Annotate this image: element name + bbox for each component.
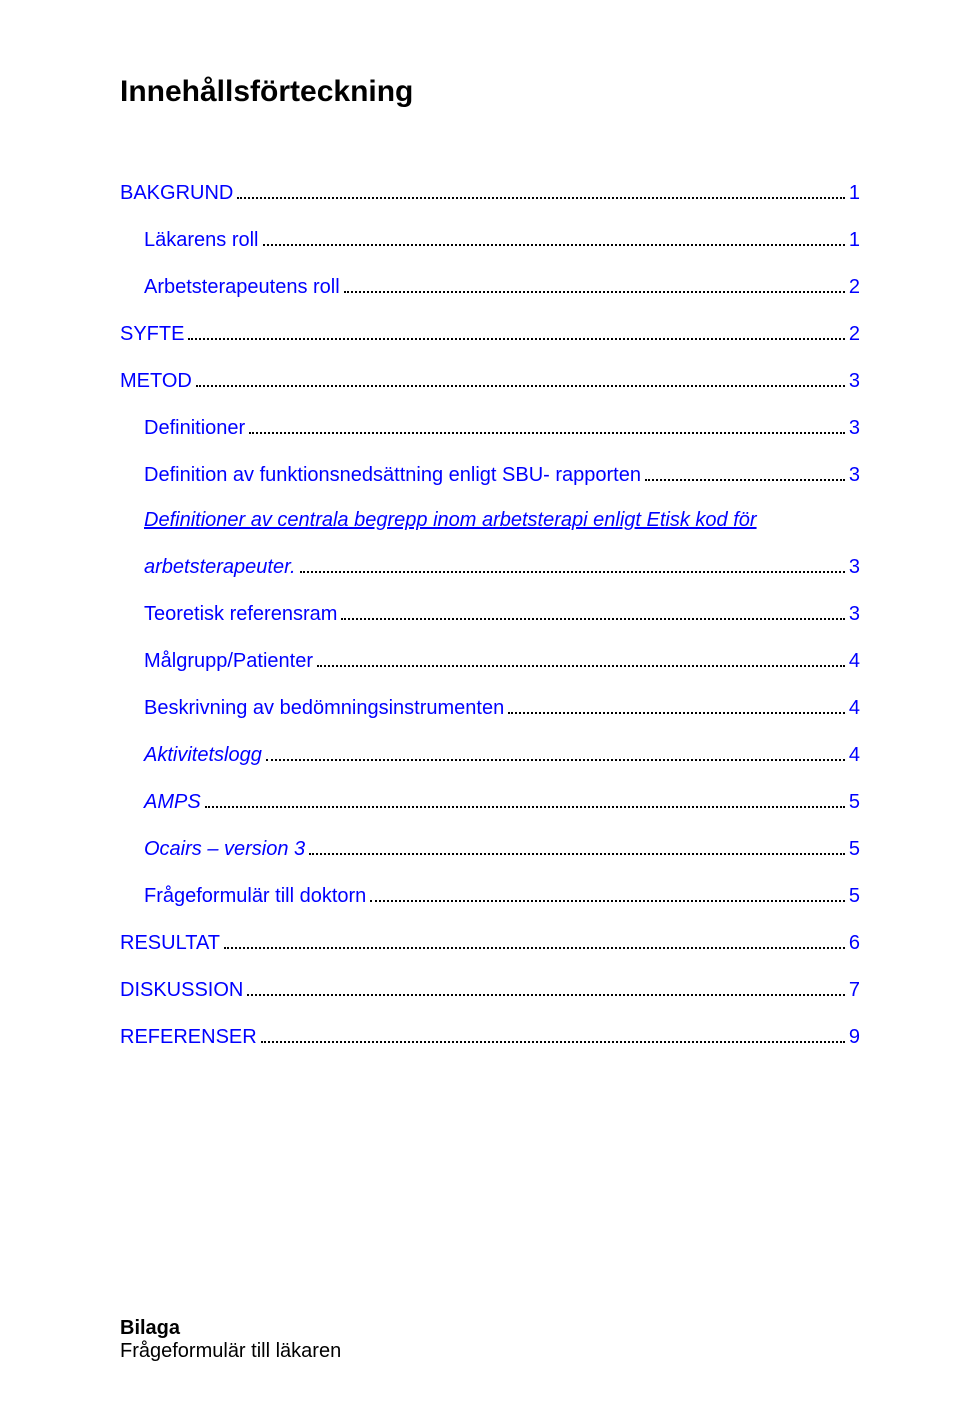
toc-label[interactable]: Aktivitetslogg	[144, 743, 262, 768]
toc-entry: Arbetsterapeutens roll 2	[120, 273, 860, 300]
toc-label[interactable]: Definitioner	[144, 416, 245, 441]
toc-label[interactable]: AMPS	[144, 790, 201, 815]
toc-entry: Målgrupp/Patienter 4	[120, 647, 860, 674]
toc-page-number[interactable]: 3	[849, 369, 860, 394]
appendix-block: Bilaga Frågeformulär till läkaren	[120, 1317, 341, 1363]
toc-page-number[interactable]: 7	[849, 978, 860, 1003]
toc-label[interactable]: Arbetsterapeutens roll	[144, 275, 340, 300]
toc-entry: AMPS 5	[120, 788, 860, 815]
toc-entry: DISKUSSION 7	[120, 976, 860, 1003]
toc-leader	[370, 882, 845, 902]
toc-entry: RESULTAT 6	[120, 929, 860, 956]
toc-entry: REFERENSER 9	[120, 1023, 860, 1050]
toc-page-number[interactable]: 2	[849, 275, 860, 300]
toc-leader	[645, 461, 845, 481]
page-title: Innehållsförteckning	[120, 75, 860, 109]
table-of-contents: BAKGRUND 1 Läkarens roll 1 Arbetsterapeutens…	[120, 179, 860, 1050]
toc-label[interactable]: Teoretisk referensram	[144, 602, 337, 627]
toc-leader	[261, 1023, 845, 1043]
toc-entry: Beskrivning av bedömningsinstrumenten 4	[120, 694, 860, 721]
toc-label[interactable]: Frågeformulär till doktorn	[144, 884, 366, 909]
toc-label[interactable]: Definitioner av centrala begrepp inom ar…	[144, 508, 860, 533]
appendix-line: Frågeformulär till läkaren	[120, 1340, 341, 1363]
toc-entry: Definitioner 3	[120, 414, 860, 441]
toc-label[interactable]: Definition av funktionsnedsättning enlig…	[144, 463, 641, 488]
toc-label[interactable]: METOD	[120, 369, 192, 394]
toc-label[interactable]: Ocairs – version 3	[144, 837, 305, 862]
appendix-heading: Bilaga	[120, 1317, 341, 1340]
toc-page-number[interactable]: 4	[849, 743, 860, 768]
toc-leader	[188, 320, 844, 340]
toc-leader	[237, 179, 845, 199]
toc-label[interactable]: SYFTE	[120, 322, 184, 347]
toc-page-number[interactable]: 1	[849, 228, 860, 253]
toc-label[interactable]: arbetsterapeuter.	[144, 555, 296, 580]
toc-leader	[266, 741, 845, 761]
toc-leader	[317, 647, 845, 667]
toc-leader	[224, 929, 845, 949]
toc-page-number[interactable]: 4	[849, 649, 860, 674]
document-page: Innehållsförteckning BAKGRUND1Läkarens r…	[0, 0, 960, 1423]
toc-entry: METOD 3	[120, 367, 860, 394]
toc-page-number[interactable]: 4	[849, 696, 860, 721]
toc-leader	[247, 976, 845, 996]
toc-entry: Definition av funktionsnedsättning enlig…	[120, 461, 860, 488]
toc-entry: Aktivitetslogg 4	[120, 741, 860, 768]
toc-page-number[interactable]: 1	[849, 181, 860, 206]
toc-entry: Teoretisk referensram 3	[120, 600, 860, 627]
toc-entry: BAKGRUND 1	[120, 179, 860, 206]
toc-label[interactable]: DISKUSSION	[120, 978, 243, 1003]
toc-leader	[508, 694, 845, 714]
toc-leader	[205, 788, 845, 808]
toc-leader	[263, 226, 845, 246]
toc-label[interactable]: REFERENSER	[120, 1025, 257, 1050]
toc-entry: Definitioner av centrala begrepp inom ar…	[120, 508, 860, 580]
toc-leader	[196, 367, 845, 387]
toc-page-number[interactable]: 3	[849, 555, 860, 580]
toc-entry: Ocairs – version 3 5	[120, 835, 860, 862]
toc-entry: Frågeformulär till doktorn 5	[120, 882, 860, 909]
toc-label[interactable]: RESULTAT	[120, 931, 220, 956]
toc-page-number[interactable]: 2	[849, 322, 860, 347]
toc-leader	[309, 835, 845, 855]
toc-page-number[interactable]: 3	[849, 463, 860, 488]
toc-entry: Läkarens roll 1	[120, 226, 860, 253]
toc-page-number[interactable]: 3	[849, 416, 860, 441]
toc-label[interactable]: Beskrivning av bedömningsinstrumenten	[144, 696, 504, 721]
toc-page-number[interactable]: 5	[849, 790, 860, 815]
toc-entry: SYFTE 2	[120, 320, 860, 347]
toc-page-number[interactable]: 3	[849, 602, 860, 627]
toc-label[interactable]: Målgrupp/Patienter	[144, 649, 313, 674]
toc-leader	[344, 273, 845, 293]
toc-page-number[interactable]: 9	[849, 1025, 860, 1050]
toc-leader	[341, 600, 844, 620]
toc-page-number[interactable]: 6	[849, 931, 860, 956]
toc-label[interactable]: BAKGRUND	[120, 181, 233, 206]
toc-leader	[249, 414, 845, 434]
toc-label[interactable]: Läkarens roll	[144, 228, 259, 253]
toc-page-number[interactable]: 5	[849, 837, 860, 862]
toc-leader	[300, 553, 845, 573]
toc-page-number[interactable]: 5	[849, 884, 860, 909]
